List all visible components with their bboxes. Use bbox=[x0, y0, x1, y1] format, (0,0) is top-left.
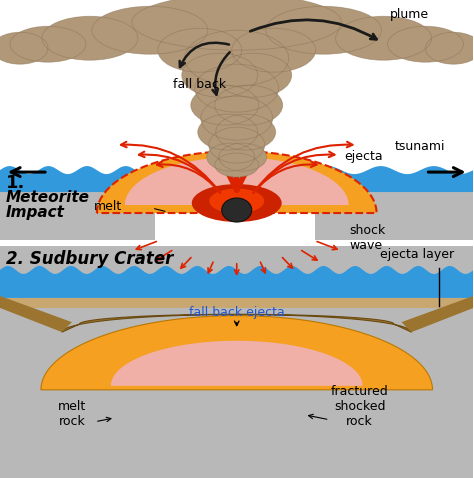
Ellipse shape bbox=[209, 188, 264, 214]
Ellipse shape bbox=[209, 127, 264, 163]
Ellipse shape bbox=[216, 53, 292, 97]
Ellipse shape bbox=[198, 114, 258, 150]
Polygon shape bbox=[0, 298, 474, 308]
Text: ejecta layer: ejecta layer bbox=[380, 248, 454, 261]
Ellipse shape bbox=[201, 96, 273, 140]
Polygon shape bbox=[0, 239, 474, 246]
Polygon shape bbox=[0, 240, 474, 478]
Ellipse shape bbox=[92, 6, 208, 54]
Polygon shape bbox=[0, 246, 474, 478]
Polygon shape bbox=[315, 192, 474, 240]
Ellipse shape bbox=[185, 30, 289, 86]
Ellipse shape bbox=[207, 143, 255, 171]
Text: melt: melt bbox=[93, 200, 122, 213]
Ellipse shape bbox=[182, 53, 258, 97]
Text: plume: plume bbox=[390, 8, 428, 21]
Polygon shape bbox=[41, 315, 432, 390]
Text: 2. Sudbury Crater: 2. Sudbury Crater bbox=[6, 250, 173, 268]
Text: ejecta: ejecta bbox=[345, 150, 383, 163]
Ellipse shape bbox=[192, 184, 282, 222]
Ellipse shape bbox=[215, 85, 283, 125]
Polygon shape bbox=[111, 341, 363, 386]
Polygon shape bbox=[125, 157, 348, 205]
Ellipse shape bbox=[10, 26, 86, 62]
Polygon shape bbox=[0, 0, 474, 240]
Ellipse shape bbox=[215, 153, 259, 177]
Text: fall back ejecta: fall back ejecta bbox=[189, 306, 284, 319]
Ellipse shape bbox=[195, 64, 279, 112]
Polygon shape bbox=[97, 151, 376, 213]
Text: fall back: fall back bbox=[173, 78, 226, 91]
Text: melt
rock: melt rock bbox=[58, 400, 86, 428]
Ellipse shape bbox=[0, 32, 48, 64]
Ellipse shape bbox=[222, 198, 252, 222]
Ellipse shape bbox=[336, 16, 431, 60]
Ellipse shape bbox=[216, 114, 276, 150]
Ellipse shape bbox=[158, 28, 242, 72]
Ellipse shape bbox=[426, 32, 474, 64]
Ellipse shape bbox=[191, 85, 259, 125]
Ellipse shape bbox=[388, 26, 464, 62]
Polygon shape bbox=[62, 314, 411, 332]
Ellipse shape bbox=[219, 143, 267, 171]
Ellipse shape bbox=[132, 0, 342, 50]
Text: shock
wave: shock wave bbox=[350, 224, 386, 252]
Ellipse shape bbox=[266, 6, 382, 54]
Text: 1.: 1. bbox=[6, 174, 26, 192]
Text: tsunami: tsunami bbox=[394, 140, 445, 153]
Polygon shape bbox=[0, 192, 155, 240]
Text: Meteorite: Meteorite bbox=[6, 190, 90, 205]
Text: Impact: Impact bbox=[6, 205, 65, 220]
Polygon shape bbox=[0, 240, 474, 478]
Polygon shape bbox=[0, 266, 474, 298]
Ellipse shape bbox=[232, 28, 316, 72]
Polygon shape bbox=[0, 166, 155, 192]
Polygon shape bbox=[315, 166, 474, 192]
Ellipse shape bbox=[42, 16, 138, 60]
Text: fractured
shocked
rock: fractured shocked rock bbox=[331, 385, 389, 428]
Polygon shape bbox=[401, 296, 474, 332]
Polygon shape bbox=[0, 308, 474, 478]
Polygon shape bbox=[0, 296, 72, 332]
